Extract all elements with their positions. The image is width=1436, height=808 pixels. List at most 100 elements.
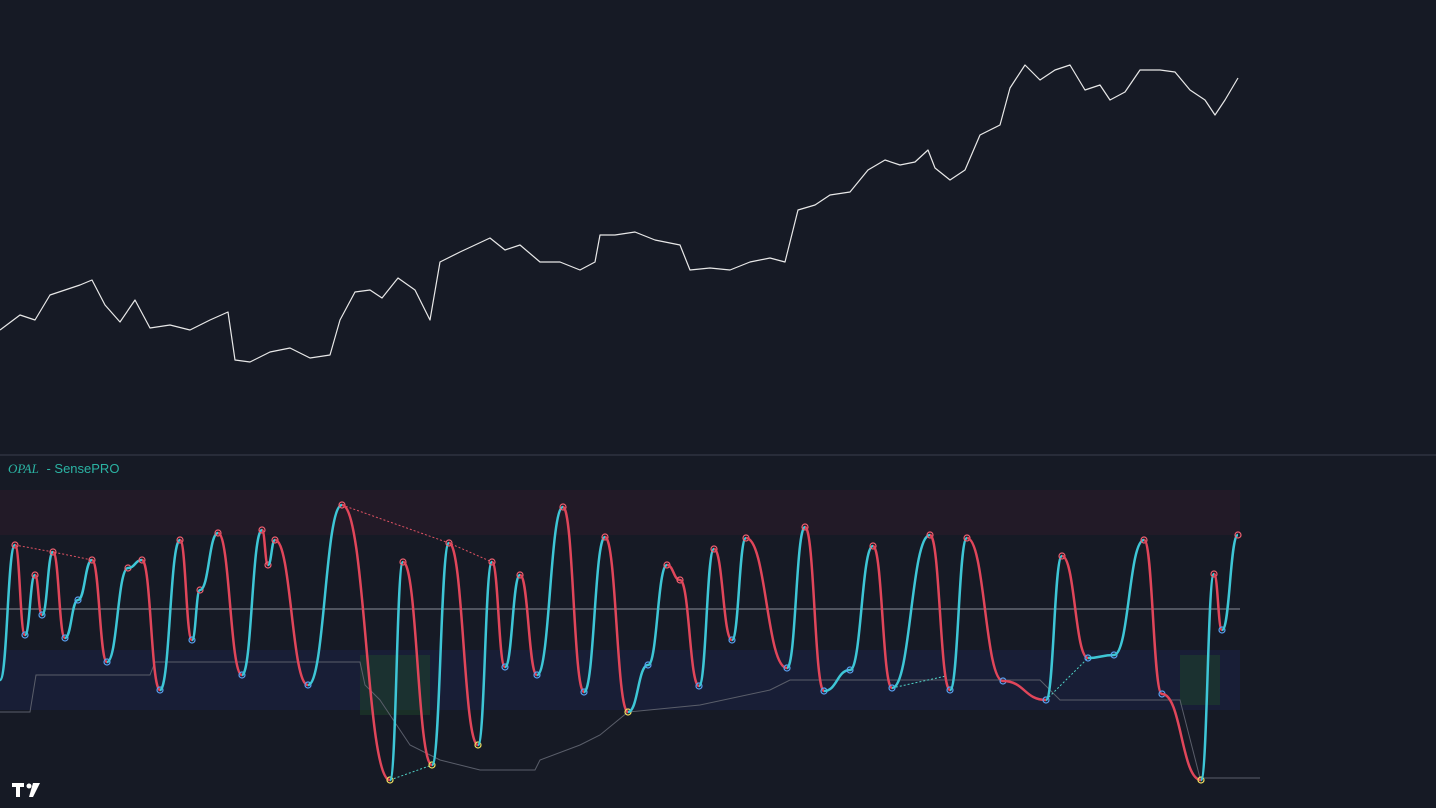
pivot-marker (386, 776, 394, 784)
oscillator-segment (666, 563, 681, 582)
pivot-marker (488, 558, 496, 566)
pivot-marker (176, 536, 184, 544)
oscillator-segment (127, 558, 143, 570)
oscillator-segment (712, 547, 734, 642)
pivot-marker (926, 531, 934, 539)
pivot-marker (846, 666, 854, 674)
pivot-marker (1197, 776, 1205, 784)
oscillator-segment (1199, 572, 1216, 782)
oscillator-segment (307, 503, 343, 687)
oscillator-segment (891, 533, 931, 690)
indicator-title: OPAL - SensePRO (8, 461, 119, 476)
price-line (0, 64, 1239, 363)
oscillator-segment (582, 535, 607, 694)
pivot-marker (728, 636, 736, 644)
oscillator-segment (503, 573, 522, 669)
pivot-marker (103, 658, 111, 666)
pivot-marker (559, 503, 567, 511)
pivot-marker (1110, 651, 1118, 659)
oscillator-segment (1061, 554, 1089, 660)
oscillator-segment (561, 505, 586, 694)
pivot-marker (1058, 552, 1066, 560)
pivot-marker (869, 542, 877, 550)
pivot-marker (38, 611, 46, 619)
pivot-marker (21, 631, 29, 639)
oscillator-segment (1220, 533, 1240, 632)
pivot-marker (264, 561, 272, 569)
pivot-marker (516, 571, 524, 579)
oscillator-segment (388, 560, 405, 782)
oscillator-segment (518, 573, 539, 677)
pivot-marker (710, 545, 718, 553)
oscillator-segment (190, 588, 202, 642)
oscillator-segment (274, 538, 309, 687)
pivot-marker (138, 556, 146, 564)
oscillator-segment (966, 536, 1004, 683)
pivot-marker (644, 661, 652, 669)
overbought-zone (0, 490, 1240, 535)
pivot-marker (304, 681, 312, 689)
oscillator-segment (785, 525, 807, 670)
pivot-marker (801, 523, 809, 531)
divergence-line (389, 764, 433, 781)
pivot-marker (783, 664, 791, 672)
pivot-marker (88, 556, 96, 564)
oscillator-segment (401, 560, 434, 767)
oscillator-segment (90, 558, 109, 664)
oscillator-segment (23, 573, 37, 637)
pivot-marker (1042, 696, 1050, 704)
oscillator-segment (928, 533, 952, 692)
oscillator-segment (240, 528, 264, 677)
pivot-marker (474, 741, 482, 749)
pivot-marker (11, 541, 19, 549)
oscillator-segment (341, 503, 391, 782)
pivot-marker (580, 688, 588, 696)
pivot-marker (428, 761, 436, 769)
oscillator-segment (803, 525, 826, 693)
oscillator-segment (430, 541, 451, 767)
pivot-marker (695, 682, 703, 690)
pivot-marker (338, 501, 346, 509)
pivot-marker (445, 539, 453, 547)
pivot-marker (1218, 626, 1226, 634)
divergence-line (891, 675, 947, 689)
indicator-label: - SensePRO (46, 461, 119, 476)
pivot-marker (501, 663, 509, 671)
oscillator (0, 501, 1242, 784)
pivot-marker (676, 576, 684, 584)
oscillator-segment (1142, 538, 1164, 696)
pivot-marker (49, 548, 57, 556)
oscillator-segment (1212, 572, 1224, 632)
pivot-marker (61, 634, 69, 642)
pivot-marker (601, 533, 609, 541)
pivot-marker (1210, 570, 1218, 578)
oscillator-segment (1113, 538, 1145, 657)
oscillator-segment (40, 550, 55, 617)
pivot-marker (196, 586, 204, 594)
oscillator-segment (848, 544, 875, 672)
oscillator-segment (1002, 679, 1047, 702)
oscillator-segment (948, 536, 969, 692)
pivot-marker (946, 686, 954, 694)
highlight-zone (1180, 655, 1220, 705)
oscillator-segment (871, 544, 894, 690)
pivot-marker (1140, 536, 1148, 544)
oscillator-segment (476, 560, 494, 747)
logo (12, 783, 40, 797)
oscillator-segment (77, 558, 93, 602)
oscillator-segment (33, 573, 44, 617)
pivot-marker (533, 671, 541, 679)
oscillator-segment (1161, 692, 1202, 782)
pivot-marker (238, 671, 246, 679)
oscillator-segment (678, 578, 701, 688)
pivot-marker (31, 571, 39, 579)
pivot-marker (156, 686, 164, 694)
pivot-marker (271, 536, 279, 544)
oscillator-segment (0, 543, 17, 682)
oscillator-segment (140, 558, 162, 692)
oscillator-segment (730, 536, 748, 642)
pivot-marker (399, 558, 407, 566)
oscillator-segment (178, 538, 194, 642)
